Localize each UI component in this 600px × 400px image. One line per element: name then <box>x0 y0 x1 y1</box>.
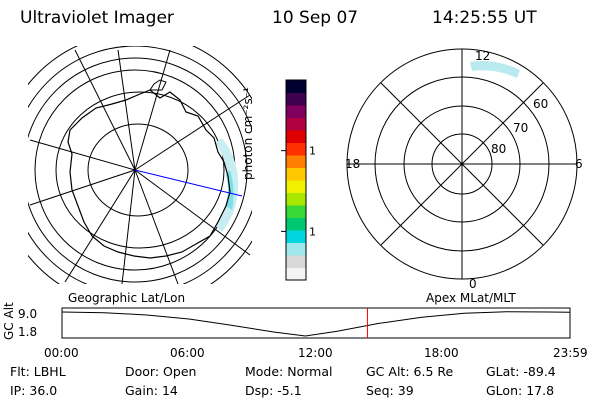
aurora-emission <box>215 138 239 232</box>
mlt-label-0: 0 <box>469 277 477 291</box>
meridian-line <box>134 49 171 171</box>
color-scale-swatch <box>286 205 306 218</box>
info-dsp: Dsp: -5.1 <box>245 383 302 398</box>
color-scale-tick-label: 10 <box>309 225 315 238</box>
color-scale-label: photon cm⁻²s⁻¹ <box>241 87 255 180</box>
mlat-label-70: 70 <box>513 121 528 135</box>
timeline-frame <box>61 307 571 339</box>
color-scale-swatch <box>286 255 306 268</box>
color-scale-frame <box>285 79 307 281</box>
color-scale-bar: 100 10 <box>281 79 315 281</box>
mlat-label-80: 80 <box>491 142 506 156</box>
meridian-line <box>29 169 136 206</box>
meridian-line <box>134 169 179 284</box>
info-gc-alt: GC Alt: 6.5 Re <box>366 364 454 379</box>
meridian-line <box>64 169 136 283</box>
mlt-label-12: 12 <box>475 49 490 63</box>
polar-map-caption: Apex MLat/MLT <box>426 291 516 305</box>
color-scale-swatch <box>286 192 306 206</box>
color-scale-tick-label: 100 <box>309 145 315 158</box>
color-scale-swatch <box>286 180 306 193</box>
color-scale-swatch <box>286 230 306 243</box>
altitude-curve <box>61 311 571 337</box>
mlt-label-18: 18 <box>345 157 360 171</box>
latitude-circle <box>28 57 248 283</box>
timeline-x-tick: 12:00 <box>298 346 333 360</box>
info-door: Door: Open <box>125 364 197 379</box>
meridian-line <box>117 49 136 171</box>
color-scale-swatch <box>286 117 306 131</box>
meridian-line <box>121 169 136 284</box>
timeline-y-tick-max: 9.0 <box>18 307 38 321</box>
meridian-line <box>74 49 136 171</box>
timeline-x-tick: 18:00 <box>424 346 459 360</box>
aurora-emission <box>470 61 520 78</box>
mlat-label-60: 60 <box>533 97 548 111</box>
color-scale-swatch <box>286 167 306 181</box>
antarctica-coastline <box>67 89 231 259</box>
info-seq: Seq: 39 <box>366 383 414 398</box>
time-label: 14:25:55 UT <box>432 8 537 28</box>
info-glon: GLon: 17.8 <box>486 383 555 398</box>
meridian-line <box>29 139 136 171</box>
mlt-label-6: 6 <box>575 157 583 171</box>
color-scale-swatch <box>286 105 306 118</box>
info-glat: GLat: -89.4 <box>486 364 556 379</box>
color-scale-swatch <box>286 155 306 168</box>
color-scale-swatch <box>286 130 306 143</box>
geo-map-caption: Geographic Lat/Lon <box>68 291 186 305</box>
info-ip: IP: 36.0 <box>10 383 58 398</box>
color-scale-swatch <box>286 267 306 281</box>
app-title: Ultraviolet Imager <box>20 8 174 28</box>
color-scale-swatch <box>286 80 306 93</box>
date-label: 10 Sep 07 <box>272 8 359 28</box>
timeline-x-tick: 00:00 <box>44 346 79 360</box>
sun-direction-line <box>134 169 243 197</box>
geographic-map <box>28 46 252 284</box>
timeline-y-tick-min: 1.8 <box>18 325 38 339</box>
antarctic-peninsula <box>149 79 167 91</box>
timeline-x-tick: 23:59 <box>553 346 588 360</box>
meridian-line <box>134 169 251 256</box>
color-scale-ticks: 100 10 <box>281 145 315 238</box>
timeline-x-tick: 06:00 <box>170 346 205 360</box>
color-scale-swatch <box>286 142 306 156</box>
latitude-circle <box>55 91 225 249</box>
latitude-circle <box>87 123 189 217</box>
polar-mlt-map: 12 18 6 0 60 70 80 <box>345 48 583 291</box>
color-scale-swatch <box>286 242 306 256</box>
info-gain: Gain: 14 <box>125 383 178 398</box>
color-scale-swatch <box>286 217 306 231</box>
mlt-line <box>380 82 544 246</box>
info-flt: Flt: LBHL <box>10 364 66 379</box>
color-scale-swatches <box>286 80 306 281</box>
meridian-line <box>134 94 251 171</box>
info-mode: Mode: Normal <box>245 364 333 379</box>
color-scale-swatch <box>286 92 306 106</box>
altitude-timeline <box>61 307 571 339</box>
